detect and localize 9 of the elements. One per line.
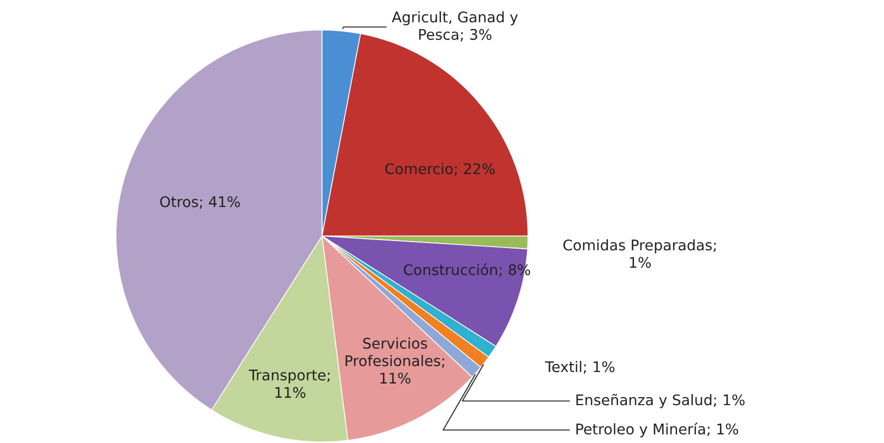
slice-label: Transporte; 11% xyxy=(248,370,330,398)
slice-label: Comidas Preparadas; 1% xyxy=(563,239,716,268)
slice-label: Petroleo y Minería; 1% xyxy=(576,422,738,438)
slice-label: Textil; 1% xyxy=(544,360,614,374)
slice-label: Agricult, Ganad y Pesca; 3% xyxy=(392,11,518,42)
slice-label: Servicios Profesionales; 11% xyxy=(346,338,444,384)
slice-label: Enseñanza y Salud; 1% xyxy=(576,394,745,408)
slice-label: Comercio; 22% xyxy=(385,162,495,176)
slice-label: Otros; 41% xyxy=(160,196,240,209)
